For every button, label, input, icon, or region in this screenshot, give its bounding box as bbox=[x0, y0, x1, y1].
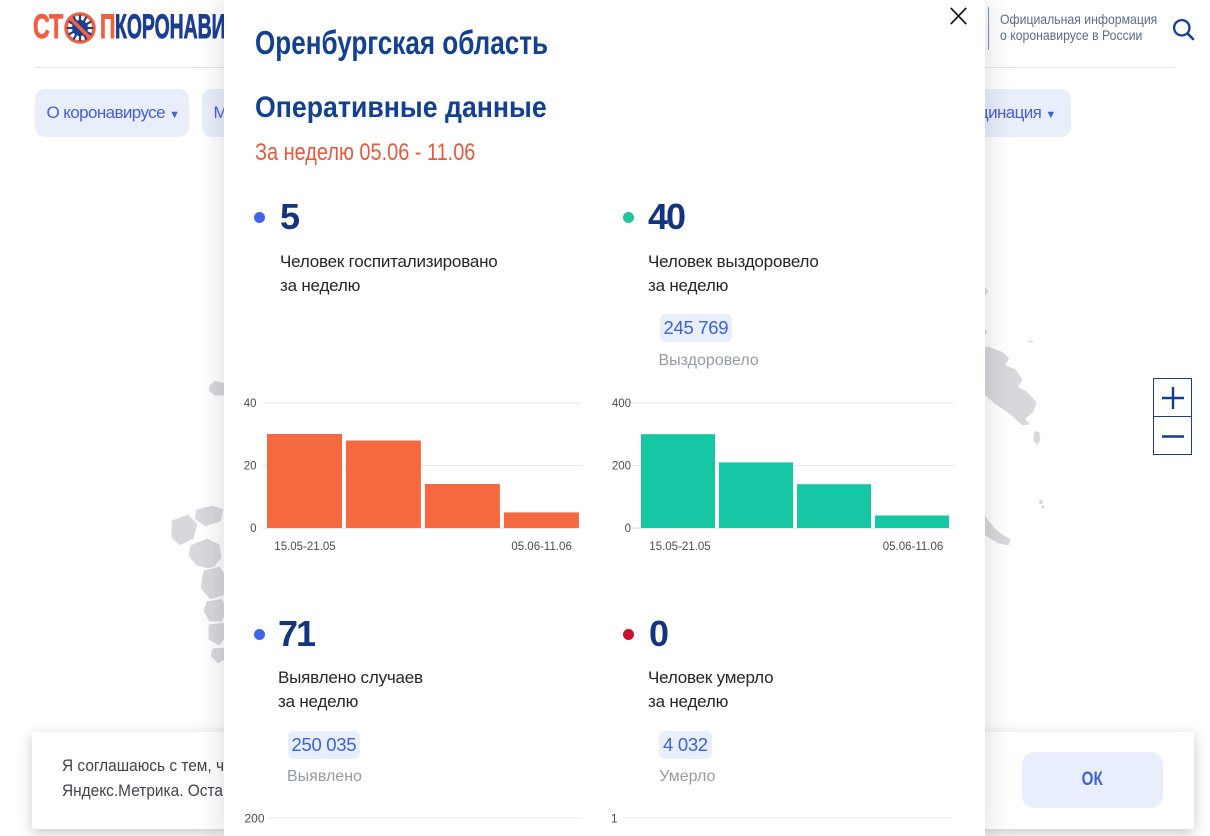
svg-text:400: 400 bbox=[612, 398, 631, 410]
svg-text:200: 200 bbox=[612, 461, 631, 473]
svg-text:20: 20 bbox=[244, 461, 257, 473]
svg-text:0: 0 bbox=[625, 523, 631, 535]
svg-text:1: 1 bbox=[612, 812, 618, 826]
svg-text:15.05-21.05: 15.05-21.05 bbox=[274, 541, 335, 553]
svg-text:200: 200 bbox=[244, 812, 264, 826]
svg-text:05.06-11.06: 05.06-11.06 bbox=[511, 541, 572, 553]
svg-text:40: 40 bbox=[244, 398, 257, 410]
svg-text:15.05-21.05: 15.05-21.05 bbox=[649, 541, 710, 553]
svg-text:05.06-11.06: 05.06-11.06 bbox=[883, 541, 944, 553]
svg-text:0: 0 bbox=[250, 523, 256, 535]
